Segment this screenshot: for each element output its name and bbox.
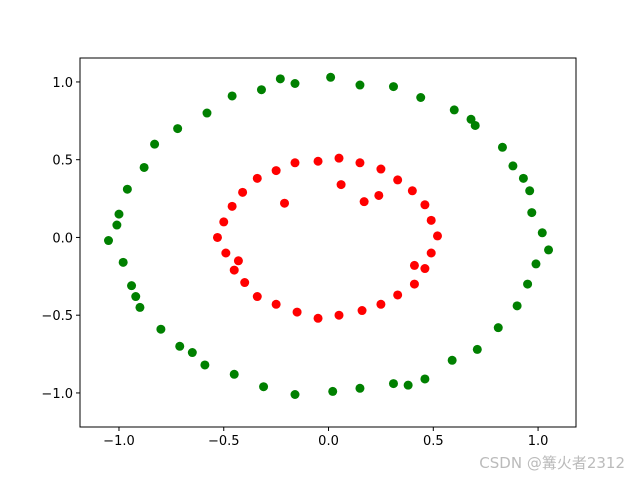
- point: [122, 184, 132, 194]
- point: [409, 260, 419, 270]
- point: [449, 105, 459, 115]
- point: [131, 292, 141, 302]
- point: [200, 360, 210, 370]
- x-tick-label: −1.0: [103, 434, 135, 449]
- point: [508, 161, 518, 171]
- point: [525, 186, 535, 196]
- point: [334, 310, 344, 320]
- point: [388, 379, 398, 389]
- point: [334, 153, 344, 163]
- point: [403, 380, 413, 390]
- point: [259, 382, 269, 392]
- point: [537, 228, 547, 238]
- x-tick-label: 0.0: [318, 434, 339, 449]
- point: [359, 197, 369, 207]
- point: [202, 108, 212, 118]
- point: [290, 79, 300, 89]
- point: [156, 324, 166, 334]
- point: [173, 124, 183, 134]
- x-tick-label: 1.0: [528, 434, 549, 449]
- point: [290, 390, 300, 400]
- point: [388, 82, 398, 92]
- x-tick-label: 0.5: [423, 434, 444, 449]
- point: [393, 175, 403, 185]
- point: [256, 85, 266, 95]
- point: [219, 217, 229, 227]
- point: [313, 313, 323, 323]
- point: [426, 215, 436, 225]
- point: [447, 355, 457, 365]
- point: [271, 299, 281, 309]
- point: [112, 220, 122, 230]
- point: [374, 190, 384, 200]
- point: [212, 232, 222, 242]
- point: [407, 186, 417, 196]
- point: [150, 139, 160, 149]
- point: [118, 257, 128, 267]
- point: [376, 299, 386, 309]
- point: [420, 200, 430, 210]
- y-tick-label: 0.5: [52, 154, 73, 169]
- point: [527, 208, 537, 218]
- y-tick-label: 0.0: [52, 231, 73, 246]
- point: [326, 72, 336, 82]
- point: [127, 281, 137, 291]
- point: [313, 156, 323, 166]
- point: [221, 248, 231, 258]
- point: [227, 91, 237, 101]
- point: [233, 256, 243, 266]
- point: [240, 278, 250, 288]
- point: [328, 386, 338, 396]
- point: [139, 162, 149, 172]
- point: [238, 187, 248, 197]
- point: [416, 92, 426, 102]
- point: [355, 383, 365, 393]
- point: [357, 306, 367, 316]
- y-tick-label: −0.5: [41, 309, 73, 324]
- point: [432, 231, 442, 241]
- watermark: CSDN @篝火者2312: [479, 454, 625, 472]
- point: [393, 290, 403, 300]
- point: [187, 348, 197, 358]
- point: [229, 369, 239, 379]
- point: [426, 248, 436, 258]
- point: [472, 344, 482, 354]
- y-tick-label: −1.0: [41, 387, 73, 402]
- point: [518, 173, 528, 183]
- point: [376, 164, 386, 174]
- point: [252, 173, 262, 183]
- y-tick-label: 1.0: [52, 76, 73, 91]
- point: [420, 374, 430, 384]
- point: [523, 279, 533, 289]
- plot-frame: [79, 57, 577, 428]
- point: [466, 114, 476, 124]
- point: [103, 236, 113, 246]
- point: [292, 307, 302, 317]
- point: [493, 323, 503, 333]
- point: [229, 265, 239, 275]
- point: [252, 292, 262, 302]
- point: [531, 259, 541, 269]
- point: [355, 158, 365, 168]
- point: [271, 166, 281, 176]
- point: [355, 80, 365, 90]
- point: [280, 198, 290, 208]
- x-tick-label: −0.5: [208, 434, 240, 449]
- point: [512, 301, 522, 311]
- point: [409, 279, 419, 289]
- point: [175, 341, 185, 351]
- point: [336, 180, 346, 190]
- point: [544, 245, 554, 255]
- point: [227, 201, 237, 211]
- point: [497, 142, 507, 152]
- point: [135, 302, 145, 312]
- point: [420, 264, 430, 274]
- point: [275, 74, 285, 84]
- point: [114, 209, 124, 219]
- point: [290, 158, 300, 168]
